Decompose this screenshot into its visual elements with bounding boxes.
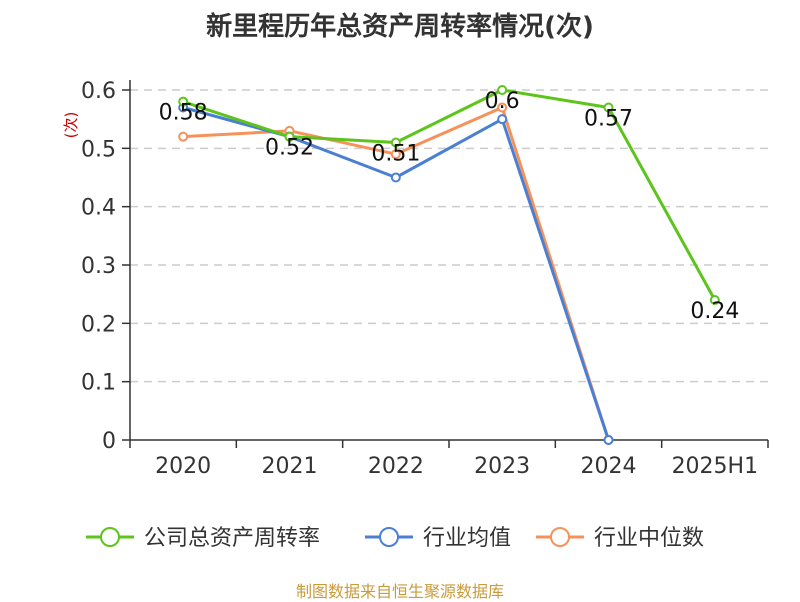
x-tick-label: 2025H1: [672, 454, 759, 479]
legend-label: 行业均值: [423, 526, 511, 551]
y-tick-label: 0.6: [81, 79, 116, 104]
data-point: [390, 149, 401, 160]
legend-marker: [550, 527, 570, 547]
data-label: 0.51: [371, 142, 420, 167]
series-lines: [178, 85, 720, 445]
y-tick-label: 0.2: [81, 312, 116, 337]
data-point: [709, 295, 720, 305]
x-tick-labels: 2020 2021 2022 2023 2024 2025H1: [155, 454, 758, 479]
data-label: 0.6: [485, 89, 520, 114]
data-point: [390, 137, 401, 148]
data-point: [178, 96, 189, 107]
data-point: [497, 102, 508, 113]
data-point: [497, 114, 508, 125]
legend-label: 公司总资产周转率: [144, 526, 320, 551]
y-tick-label: 0.5: [81, 137, 116, 162]
data-point: [603, 435, 614, 445]
y-tick-label: 0.1: [81, 371, 116, 396]
data-point: [497, 85, 508, 95]
data-label: 0.24: [690, 299, 739, 324]
x-tick-label: 2022: [368, 454, 424, 479]
legend-marker: [379, 527, 399, 547]
data-point: [390, 172, 401, 183]
y-tick-labels: 0 0.1 0.2 0.3 0.4 0.5 0.6: [81, 79, 116, 454]
x-tick-label: 2024: [581, 454, 637, 479]
y-tick-label: 0.4: [81, 196, 116, 221]
y-tick-label: 0.3: [81, 254, 116, 279]
data-label: 0.58: [159, 101, 208, 126]
data-label: 0.57: [584, 107, 633, 132]
legend-marker: [100, 527, 120, 547]
data-label: 0.52: [265, 136, 314, 161]
x-tick-label: 2021: [262, 454, 318, 479]
series-line: [182, 88, 717, 301]
axes: [122, 80, 769, 448]
legend: 公司总资产周转率 行业均值 行业中位数: [86, 526, 704, 551]
chart-title: 新里程历年总资产周转率情况(次): [206, 12, 594, 42]
y-tick-label: 0: [102, 429, 116, 454]
x-tick-label: 2020: [155, 454, 211, 479]
data-source-note: 制图数据来自恒生聚源数据库: [295, 582, 504, 601]
data-labels: 0.58 0.52 0.51 0.6 0.57 0.24: [159, 89, 740, 324]
legend-label: 行业中位数: [594, 526, 704, 551]
y-axis-label: (次): [62, 112, 80, 139]
data-point: [603, 102, 614, 113]
data-point: [284, 131, 295, 142]
data-point: [178, 131, 189, 142]
x-tick-label: 2023: [474, 454, 530, 479]
